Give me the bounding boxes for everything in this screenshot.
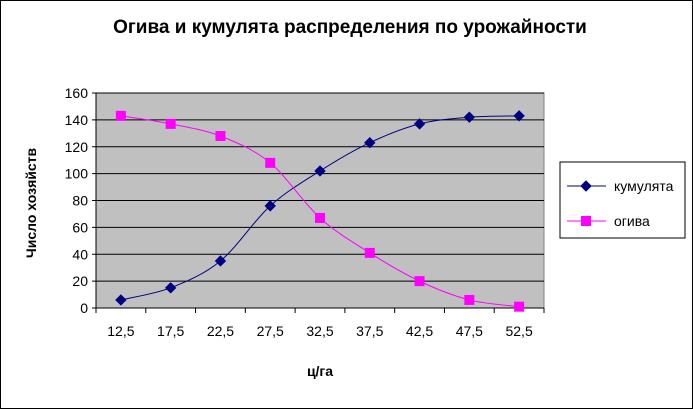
data-point: [364, 137, 376, 149]
data-point: [514, 301, 525, 312]
y-tick-label: 160: [65, 85, 89, 101]
legend-marker: [580, 180, 592, 192]
data-point: [315, 212, 325, 223]
legend-box: [559, 161, 686, 239]
data-point: [215, 131, 226, 141]
y-tick-label: 80: [72, 193, 88, 209]
x-tick-label: 37,5: [356, 323, 383, 339]
legend-entry: кумулята: [567, 178, 674, 194]
data-point: [265, 157, 276, 168]
chart-title: Огива и кумулята распределения по урожай…: [113, 17, 587, 38]
y-tick-label: 120: [65, 139, 89, 155]
x-tick-label: 52,5: [505, 323, 532, 339]
legend-label: кумулята: [614, 178, 674, 194]
data-point: [314, 165, 326, 177]
legend-label: огива: [614, 213, 650, 229]
data-point: [164, 282, 177, 294]
data-point: [214, 255, 227, 267]
x-tick-label: 42,5: [406, 323, 433, 339]
y-axis-title: Число хозяйств: [23, 148, 39, 259]
data-point: [413, 118, 426, 130]
x-tick-label: 12,5: [107, 323, 134, 339]
y-tick-label: 0: [80, 300, 88, 316]
series-layer: [115, 110, 525, 312]
data-point: [513, 110, 525, 122]
legend-entry: огива: [567, 213, 650, 229]
data-point: [364, 247, 375, 258]
y-tick-label: 60: [72, 219, 88, 235]
data-point: [464, 294, 475, 305]
series-cumulate: [115, 110, 525, 306]
x-tick-label: 22,5: [207, 323, 234, 339]
y-tick-label: 20: [72, 273, 88, 289]
x-axis: 12,5 17,5 22,5 27,5 32,5 37,5 42,5 47,5 52,5: [95, 307, 545, 339]
y-tick-label: 40: [72, 246, 88, 262]
data-point: [463, 111, 476, 123]
data-point: [264, 200, 276, 212]
y-tick-label: 100: [65, 166, 89, 182]
x-tick-label: 32,5: [306, 323, 333, 339]
data-point: [115, 294, 127, 306]
x-tick-label: 17,5: [157, 323, 184, 339]
legend: кумулята огива: [559, 161, 686, 239]
data-point: [165, 118, 176, 129]
x-tick-label: 27,5: [257, 323, 284, 339]
x-tick-label: 47,5: [456, 323, 483, 339]
y-tick-label: 140: [65, 112, 89, 128]
data-point: [414, 276, 425, 287]
y-axis: 0 20 40 60 80 100 120 140 160: [65, 85, 97, 316]
series-ogive: [115, 110, 525, 312]
data-point: [115, 110, 126, 121]
legend-marker: [581, 216, 591, 226]
x-axis-title: ц/га: [307, 363, 333, 379]
